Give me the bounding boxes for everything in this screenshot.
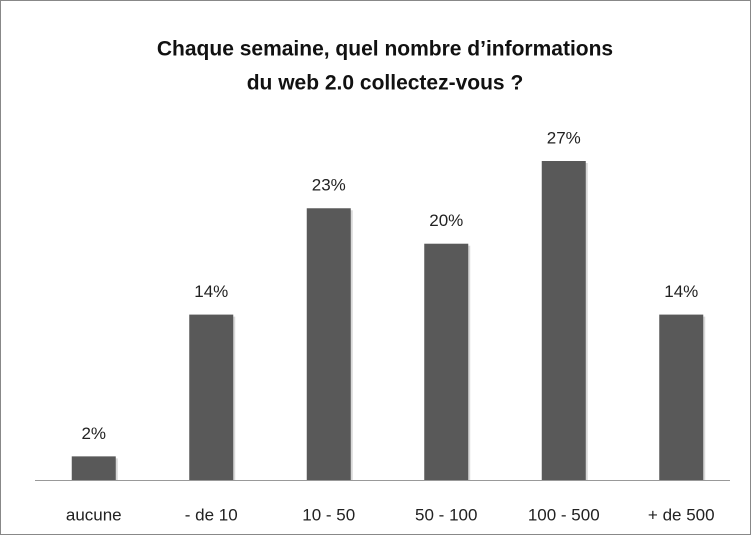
- x-tick-label: - de 10: [185, 505, 238, 524]
- data-label: 2%: [81, 424, 106, 443]
- bar: [71, 456, 116, 480]
- data-label: 20%: [429, 211, 463, 230]
- x-tick-label: 10 - 50: [302, 505, 355, 524]
- x-tick-label: 100 - 500: [528, 505, 600, 524]
- bar: [541, 161, 586, 480]
- data-label: 23%: [312, 176, 346, 195]
- chart-title: du web 2.0 collectez-vous ?: [247, 72, 524, 95]
- x-tick-label: 50 - 100: [415, 505, 477, 524]
- bar: [306, 208, 351, 480]
- data-label: 14%: [194, 282, 228, 301]
- bar: [189, 314, 234, 480]
- data-label: 27%: [547, 128, 581, 147]
- bar: [424, 243, 469, 480]
- chart-title: Chaque semaine, quel nombre d’informatio…: [157, 38, 613, 61]
- x-tick-label: + de 500: [648, 505, 715, 524]
- x-tick-label: aucune: [66, 505, 122, 524]
- data-label: 14%: [664, 282, 698, 301]
- bar: [659, 314, 704, 480]
